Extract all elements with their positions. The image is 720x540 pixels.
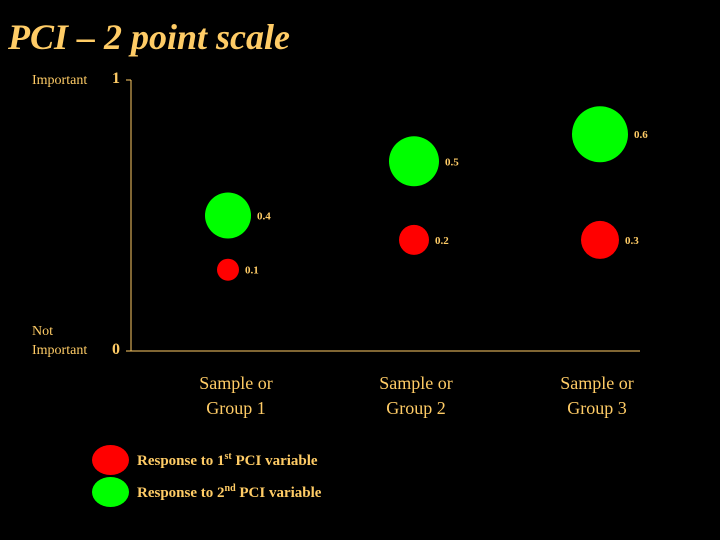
x-category-label-1-line2: Group 1 [206, 398, 266, 418]
legend-label-1: Response to 1st PCI variable [137, 450, 318, 469]
x-category-label-3-line2: Group 3 [567, 398, 627, 418]
red-bubble-label-2: 0.2 [435, 235, 449, 247]
legend-swatch-red [92, 445, 129, 475]
y-axis-bottom-label-line1: Not [32, 324, 53, 339]
legend-swatch-green [92, 477, 129, 507]
red-bubble-group-2 [399, 224, 429, 255]
red-bubble-group-1 [217, 258, 239, 281]
green-bubble-label-2: 0.5 [445, 156, 459, 168]
green-bubble-label-3: 0.6 [634, 129, 648, 141]
y-axis-bottom-label-line2: Important [32, 343, 88, 358]
red-bubble-label-3: 0.3 [625, 235, 639, 247]
red-bubble-group-3 [581, 220, 619, 259]
legend-label-2: Response to 2nd PCI variable [137, 482, 322, 501]
slide-title: PCI – 2 point scale [8, 17, 291, 57]
x-category-label-1-line1: Sample or [199, 373, 273, 393]
y-axis-top-label: Important [32, 73, 88, 88]
green-bubble-group-1 [205, 192, 251, 239]
x-category-label-2-line1: Sample or [379, 373, 453, 393]
x-category-label-3: Sample or Group 3 [527, 371, 667, 421]
x-category-label-2-line2: Group 2 [386, 398, 446, 418]
points-layer: 0.1 0.2 0.3 0.4 0.5 0.6 [205, 106, 648, 281]
red-bubble-label-1: 0.1 [245, 265, 259, 277]
green-bubble-group-3 [572, 106, 628, 163]
green-bubble-label-1: 0.4 [257, 211, 271, 223]
x-category-label-3-line1: Sample or [560, 373, 634, 393]
green-bubble-group-2 [389, 136, 439, 187]
legend-item-2: Response to 2nd PCI variable [92, 476, 321, 508]
x-category-label-1: Sample or Group 1 [166, 371, 306, 421]
legend-item-1: Response to 1st PCI variable [92, 444, 318, 476]
y-axis-top-value: 1 [112, 70, 120, 87]
y-axis-bottom-value: 0 [112, 341, 120, 358]
x-category-label-2: Sample or Group 2 [346, 371, 486, 421]
